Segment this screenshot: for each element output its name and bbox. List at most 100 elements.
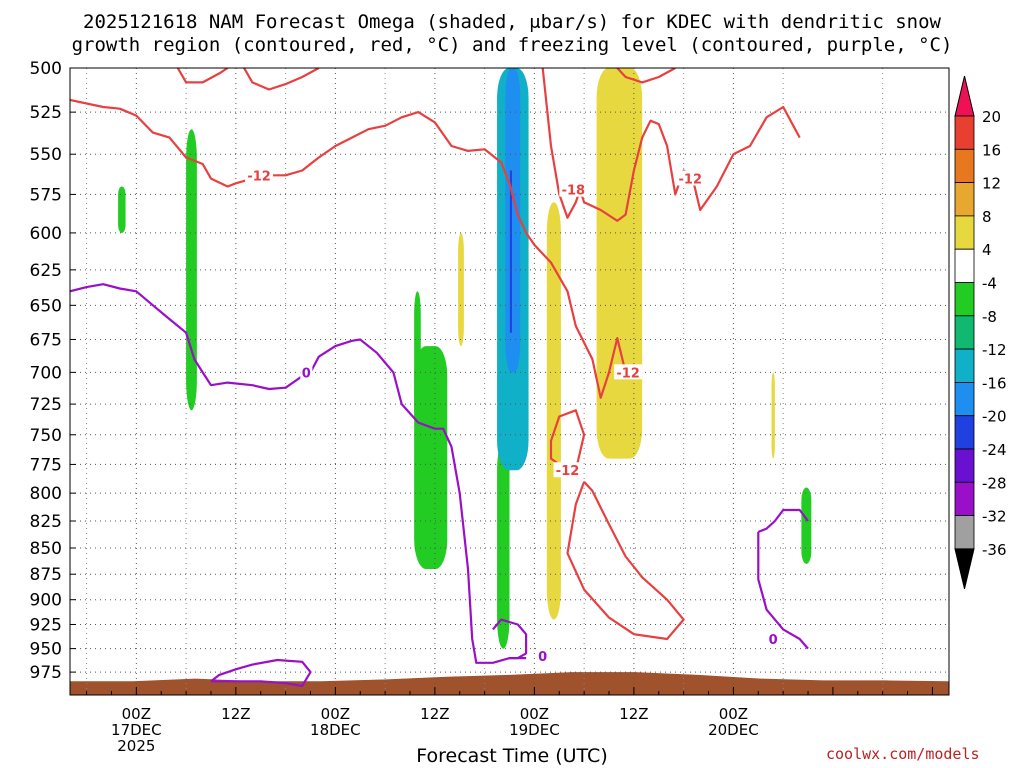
x-tick-label: 2025 [117,737,155,755]
colorbar-segment-11 [954,448,975,483]
omega-region-7 [458,232,464,347]
colorbar: 20 16 12 8 4 -4 -8 -12 -16 -20 -24 -28 -32 -36 [954,75,1007,590]
red-contour-6 [616,68,676,84]
terrain-surface [70,672,949,695]
colorbar-bottom-arrow [954,548,975,590]
contour-labels: -12 -18 -12 -12 -12 0 0 0 [245,167,780,665]
y-tick-label: 700 [30,363,62,383]
y-tick-label: 825 [30,512,62,532]
x-tick-label: 18DEC [310,721,361,739]
purple-contour-label-2-bg [767,631,780,647]
y-tick-label: 600 [30,224,62,244]
y-tick-label: 950 [30,640,62,660]
colorbar-segment-4 [954,215,975,250]
red-contour-label-2-bg [676,170,705,186]
red-contour-3 [690,105,801,212]
purple-contour-label-1: 0 [538,650,547,665]
y-tick-label: 775 [30,455,62,475]
x-tick-label: 19DEC [509,721,560,739]
omega-region-10 [801,487,812,564]
colorbar-segment-7 [954,315,975,350]
y-tick-label: 850 [30,539,62,559]
y-tick-label: 525 [30,103,62,123]
red-contour-label-1-bg [559,181,588,197]
x-tick-label: 20DEC [708,721,759,739]
purple-contour-label-1-bg [536,648,549,664]
purple-contour-5 [757,531,809,650]
purple-contour-label-0-bg [300,364,313,380]
purple-contour-2 [492,618,528,660]
y-tick-label: 675 [30,330,62,350]
y-tick-label: 875 [30,565,62,585]
purple-contour-4 [757,508,809,533]
colorbar-label: -20 [982,408,1007,426]
y-tick-label: 625 [30,261,62,281]
purple-contour-label-2: 0 [769,633,778,648]
x-tick-label: 00Z [719,705,748,723]
omega-core-20 [509,170,512,333]
purple-contour-3 [210,658,312,688]
y-tick-label: 925 [30,615,62,635]
omega-region-9 [771,372,775,459]
x-tick-label: 00Z [122,705,151,723]
colorbar-top-arrow [954,75,975,117]
y-tick-label: 900 [30,591,62,611]
omega-region-0 [118,186,126,233]
omega-region-8 [596,68,643,459]
red-contour-label-4-bg [553,462,582,478]
axes: 500 525 550 575 600 625 650 675 700 725 750 775 800 8… [30,59,950,755]
y-tick-label: 500 [30,59,62,79]
colorbar-label: -8 [982,308,997,326]
red-contour-label-2: -12 [679,173,703,188]
x-tick-label: 00Z [321,705,350,723]
red-contour-label-4: -12 [556,464,580,479]
red-contour-4 [243,68,320,91]
red-contour-label-1: -18 [562,184,586,199]
red-contour-label-3: -12 [616,366,640,381]
purple-contour-0 [70,283,311,391]
x-tick-label: 17DEC [111,721,162,739]
y-tick-label: 975 [30,663,62,683]
credit-link[interactable]: coolwx.com/models [826,745,980,763]
y-tick-label: 725 [30,395,62,415]
purple-contour-label-0: 0 [302,366,311,381]
x-tick-label: 12Z [221,705,250,723]
colorbar-segment-1 [954,115,975,150]
chart-title-line-2: growth region (contoured, red, °C) and f… [71,34,953,56]
colorbar-segment-9 [954,381,975,417]
contour-lines [70,68,809,688]
colorbar-label: -12 [982,341,1007,359]
x-tick-label: 00Z [520,705,549,723]
y-tick-label: 650 [30,296,62,316]
colorbar-segment-2 [954,148,975,184]
x-tick-label: 12Z [420,705,449,723]
red-contour-2 [578,119,693,222]
red-contour-label-3-bg [614,364,643,380]
omega-region-4 [497,440,510,649]
y-tick-label: 800 [30,484,62,504]
colorbar-segment-8 [954,348,975,383]
red-contour-5 [176,68,229,84]
colorbar-label: -16 [982,374,1007,392]
omega-region-3 [414,346,448,570]
colorbar-segment-10 [954,415,975,450]
omega-core-16 [505,68,521,373]
purple-contour-1 [309,338,527,664]
red-contour-0 [70,98,627,399]
red-contour-label-0-bg [245,167,274,183]
y-tick-label: 750 [30,426,62,446]
colorbar-segment-6 [954,282,975,317]
colorbar-label: -4 [982,275,997,293]
colorbar-label: 20 [982,108,1001,126]
colorbar-label: 12 [982,175,1001,193]
red-contour-1 [541,68,582,219]
colorbar-label: 16 [982,141,1001,159]
x-tick-label: 12Z [619,705,648,723]
colorbar-label: 8 [982,208,992,226]
colorbar-label: -28 [982,474,1007,492]
colorbar-segment-13 [954,515,975,550]
colorbar-segment-12 [954,481,975,516]
colorbar-label: -36 [982,541,1007,559]
y-tick-label: 550 [30,145,62,165]
